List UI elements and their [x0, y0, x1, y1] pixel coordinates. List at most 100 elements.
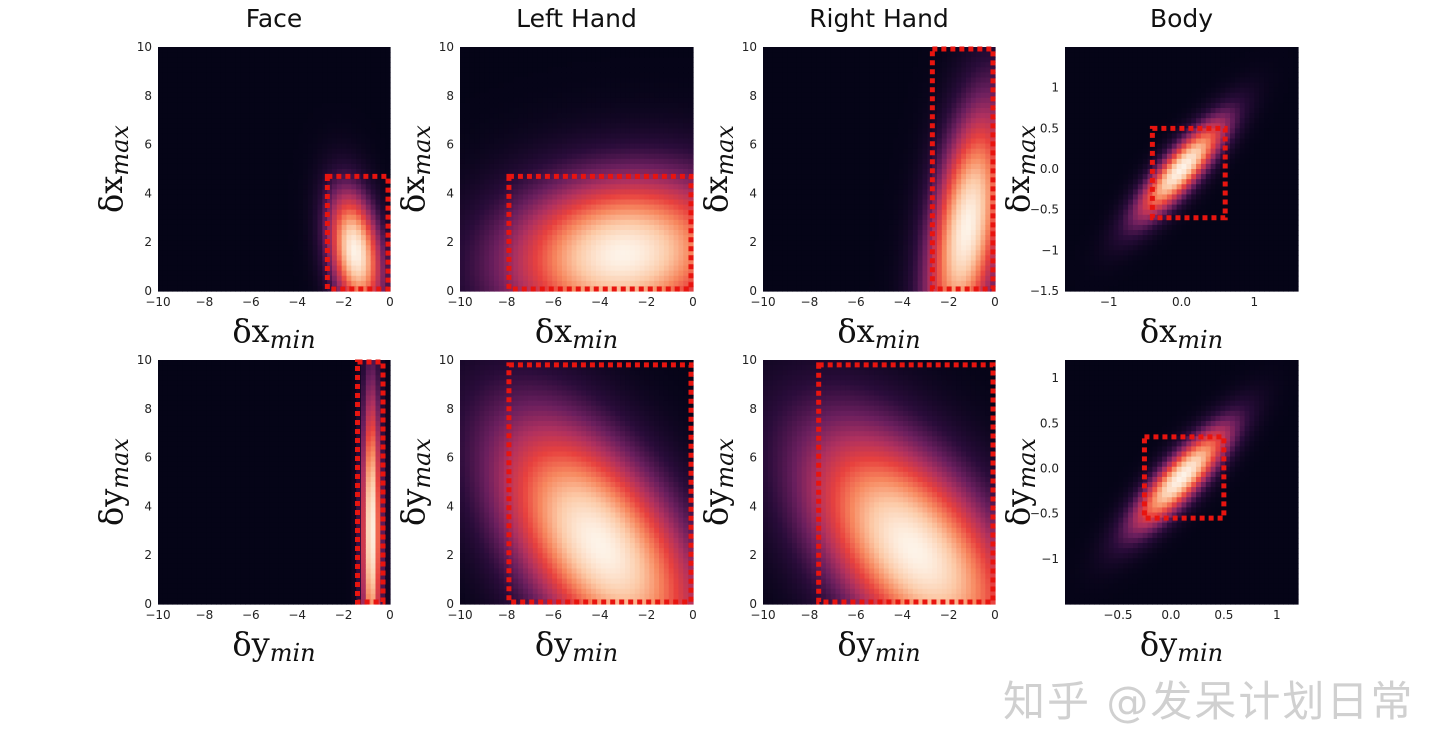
heatmap-cell	[571, 153, 578, 160]
heatmap-cell	[298, 158, 304, 165]
heatmap-cell	[523, 209, 529, 216]
heatmap-cell	[571, 285, 578, 292]
heatmap-cell	[787, 97, 793, 104]
heatmap-cell	[254, 169, 261, 175]
heatmap-cell	[777, 285, 783, 292]
heatmap-cell	[211, 113, 217, 119]
heatmap-cell	[259, 67, 265, 74]
heatmap-cell	[532, 219, 539, 226]
heatmap-cell	[254, 189, 261, 196]
heatmap-cell	[230, 97, 236, 104]
heatmap-cell	[615, 72, 621, 79]
heatmap-cell	[322, 77, 328, 84]
heatmap-cell	[644, 265, 650, 272]
heatmap-cell	[460, 108, 466, 114]
heatmap-cell	[385, 219, 391, 226]
heatmap-cell	[787, 219, 793, 226]
heatmap-cell	[639, 240, 646, 246]
heatmap-cell	[523, 57, 529, 63]
heatmap-cell	[162, 285, 169, 292]
heatmap-cell	[327, 52, 333, 58]
heatmap-cell	[796, 47, 803, 53]
heatmap-cell	[464, 138, 471, 145]
heatmap-cell	[201, 143, 207, 150]
heatmap-cell	[620, 235, 626, 241]
heatmap-cell	[595, 174, 602, 180]
heatmap-cell	[576, 128, 582, 135]
heatmap-cell	[767, 250, 774, 257]
heatmap-cell	[595, 250, 602, 257]
heatmap-cell	[191, 260, 198, 267]
heatmap-cell	[484, 158, 490, 165]
heatmap-cell	[518, 163, 524, 170]
heatmap-cell	[782, 153, 788, 160]
heatmap-cell	[663, 52, 670, 58]
heatmap-cell	[380, 153, 386, 160]
heatmap-cell	[274, 214, 280, 221]
heatmap-cell	[187, 148, 193, 155]
heatmap-cell	[177, 224, 183, 231]
heatmap-cell	[763, 57, 769, 63]
heatmap-cell	[317, 235, 323, 241]
heatmap-cell	[498, 280, 505, 287]
heatmap-cell	[336, 240, 343, 246]
heatmap-cell	[610, 67, 616, 74]
heatmap-cell	[278, 250, 285, 257]
heatmap-cell	[370, 47, 377, 53]
heatmap-cell	[586, 62, 592, 68]
heatmap-cell	[307, 77, 314, 84]
heatmap-cell	[767, 184, 774, 190]
heatmap-cell	[206, 118, 212, 124]
heatmap-cell	[566, 47, 573, 53]
heatmap-cell	[259, 260, 265, 267]
heatmap-cell	[498, 67, 505, 74]
heatmap-cell	[615, 123, 621, 129]
heatmap-cell	[654, 133, 660, 140]
heatmap-cell	[187, 219, 193, 226]
heatmap-cell	[356, 214, 362, 221]
heatmap-cell	[673, 240, 680, 246]
heatmap-cell	[498, 199, 505, 206]
heatmap-cell	[576, 260, 582, 267]
heatmap-cell	[211, 240, 217, 246]
heatmap-cell	[332, 219, 338, 226]
heatmap-cell	[361, 133, 367, 140]
heatmap-cell	[380, 280, 386, 287]
heatmap-cell	[649, 260, 655, 267]
heatmap-cell	[312, 235, 319, 241]
heatmap-cell	[576, 143, 582, 150]
heatmap-cell	[464, 57, 471, 63]
heatmap-cell	[249, 270, 256, 277]
heatmap-cell	[557, 118, 563, 124]
heatmap-cell	[600, 260, 607, 267]
heatmap-cell	[283, 260, 290, 267]
heatmap-cell	[312, 275, 319, 282]
heatmap-cell	[489, 209, 495, 216]
heatmap-cell	[479, 52, 485, 58]
heatmap-cell	[484, 163, 490, 170]
heatmap-cell	[659, 148, 665, 155]
heatmap-cell	[351, 97, 357, 104]
heatmap-cell	[625, 102, 631, 109]
heatmap-cell	[322, 57, 328, 63]
heatmap-cell	[605, 275, 612, 282]
heatmap-cell	[274, 133, 280, 140]
heatmap-cell	[220, 118, 227, 124]
heatmap-cell	[688, 189, 694, 196]
heatmap-cell	[375, 235, 381, 241]
heatmap-cell	[235, 224, 241, 231]
heatmap-cell	[361, 123, 367, 129]
heatmap-cell	[274, 47, 280, 53]
heatmap-cell	[639, 169, 646, 175]
heatmap-cell	[380, 102, 386, 109]
heatmap-cell	[469, 204, 476, 211]
heatmap-cell	[293, 209, 299, 216]
heatmap-cell	[187, 57, 193, 63]
heatmap-cell	[235, 153, 241, 160]
heatmap-cell	[484, 52, 490, 58]
x-tick-label: −6	[544, 295, 562, 309]
heatmap-cell	[493, 52, 500, 58]
heatmap-cell	[625, 260, 631, 267]
heatmap-cell	[474, 194, 481, 201]
heatmap-cell	[600, 72, 607, 79]
